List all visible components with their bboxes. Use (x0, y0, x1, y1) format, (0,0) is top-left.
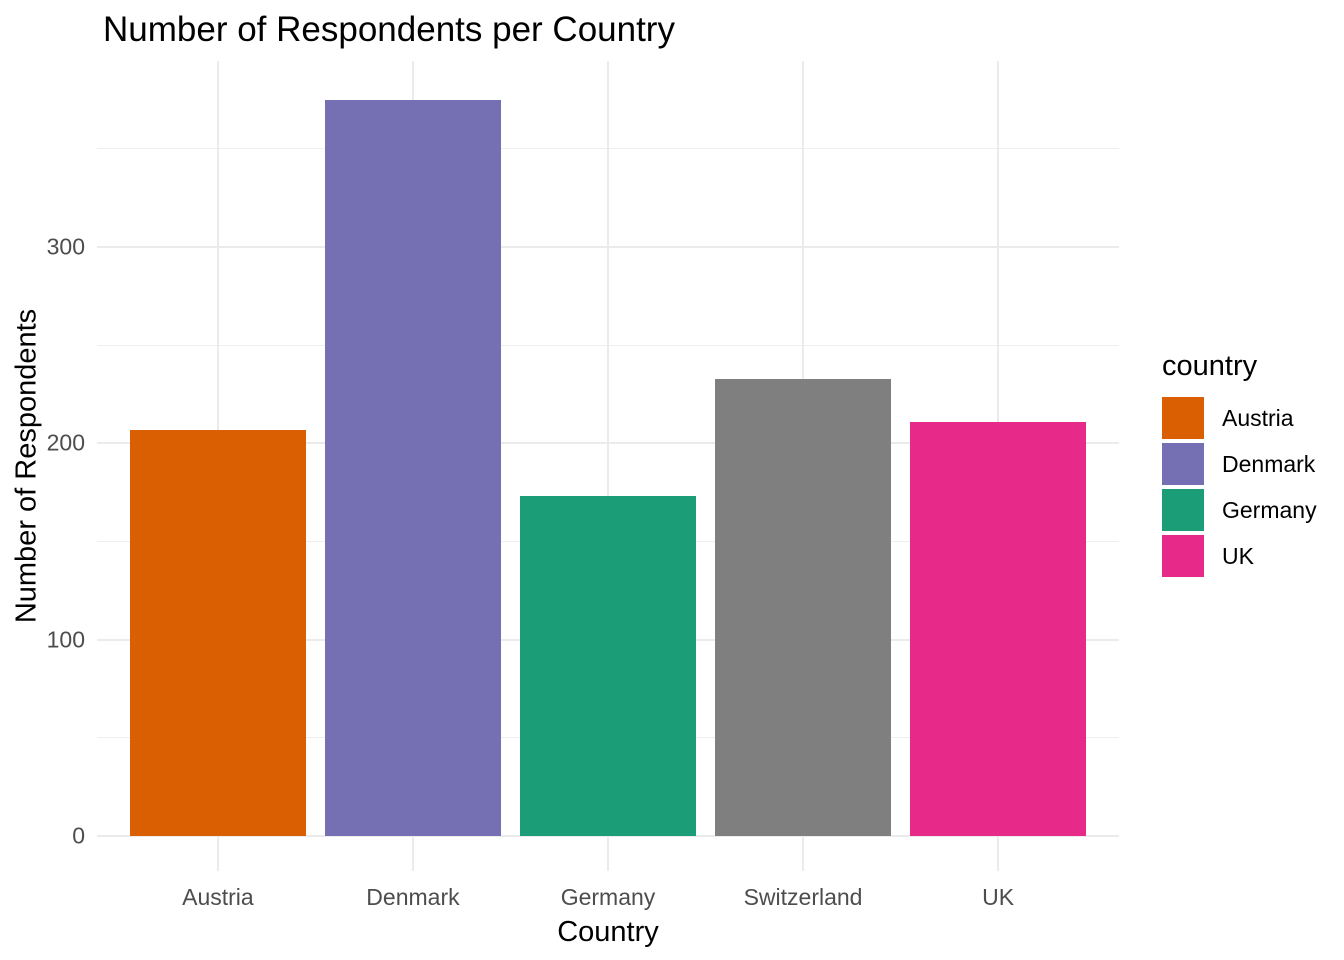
y-tick-label: 300 (46, 233, 85, 260)
plot-panel (97, 61, 1119, 871)
legend-label: Austria (1222, 404, 1294, 431)
x-axis-title: Country (557, 916, 659, 948)
legend-item-uk: UK (1162, 535, 1317, 577)
legend-label: Denmark (1222, 450, 1316, 477)
bar-germany (520, 496, 696, 836)
y-tick-label: 100 (46, 626, 85, 653)
legend-swatch-icon (1162, 397, 1204, 439)
chart-title: Number of Respondents per Country (103, 10, 675, 49)
y-tick-label: 200 (46, 429, 85, 456)
y-axis-title-text: Number of Respondents (10, 308, 43, 624)
legend-swatch-icon (1162, 489, 1204, 531)
legend-item-denmark: Denmark (1162, 443, 1317, 485)
bar-austria (130, 430, 306, 836)
bar-switzerland (715, 379, 891, 836)
bar-uk (910, 422, 1086, 836)
legend-swatch-icon (1162, 535, 1204, 577)
legend-title: country (1162, 350, 1258, 382)
vertical-gridline (607, 61, 609, 871)
x-tick-label-austria: Austria (182, 884, 254, 910)
x-tick-label-germany: Germany (560, 884, 656, 910)
legend-label: Germany (1222, 496, 1317, 523)
bar-denmark (325, 100, 501, 836)
x-tick-label-denmark: Denmark (366, 884, 460, 910)
x-tick-label-switzerland: Switzerland (743, 884, 863, 910)
legend-items: Austria Denmark Germany UK (1162, 397, 1317, 577)
legend-item-germany: Germany (1162, 489, 1317, 531)
legend: country Austria Denmark Germany UK (1162, 350, 1317, 581)
y-tick-label: 0 (72, 822, 85, 849)
x-tick-label-uk: UK (982, 884, 1015, 910)
legend-item-austria: Austria (1162, 397, 1317, 439)
legend-label: UK (1222, 542, 1254, 569)
legend-swatch-icon (1162, 443, 1204, 485)
